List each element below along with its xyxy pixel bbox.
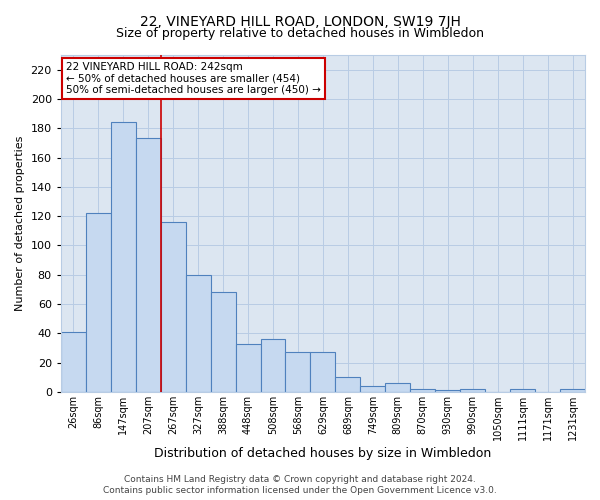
Bar <box>410 389 435 392</box>
Bar <box>361 386 385 392</box>
Bar <box>61 332 86 392</box>
Y-axis label: Number of detached properties: Number of detached properties <box>15 136 25 311</box>
Bar <box>86 213 111 392</box>
Bar <box>310 352 335 392</box>
Bar <box>260 339 286 392</box>
Bar <box>435 390 460 392</box>
Bar <box>286 352 310 392</box>
Text: 22 VINEYARD HILL ROAD: 242sqm
← 50% of detached houses are smaller (454)
50% of : 22 VINEYARD HILL ROAD: 242sqm ← 50% of d… <box>66 62 321 95</box>
Bar <box>560 389 585 392</box>
X-axis label: Distribution of detached houses by size in Wimbledon: Distribution of detached houses by size … <box>154 447 491 460</box>
Bar <box>185 274 211 392</box>
Bar <box>335 378 361 392</box>
Text: 22, VINEYARD HILL ROAD, LONDON, SW19 7JH: 22, VINEYARD HILL ROAD, LONDON, SW19 7JH <box>140 15 460 29</box>
Text: Contains HM Land Registry data © Crown copyright and database right 2024.: Contains HM Land Registry data © Crown c… <box>124 475 476 484</box>
Bar <box>385 383 410 392</box>
Text: Contains public sector information licensed under the Open Government Licence v3: Contains public sector information licen… <box>103 486 497 495</box>
Bar <box>460 389 485 392</box>
Bar <box>211 292 236 392</box>
Text: Size of property relative to detached houses in Wimbledon: Size of property relative to detached ho… <box>116 28 484 40</box>
Bar <box>161 222 185 392</box>
Bar <box>510 389 535 392</box>
Bar <box>111 122 136 392</box>
Bar <box>136 138 161 392</box>
Bar <box>236 344 260 392</box>
